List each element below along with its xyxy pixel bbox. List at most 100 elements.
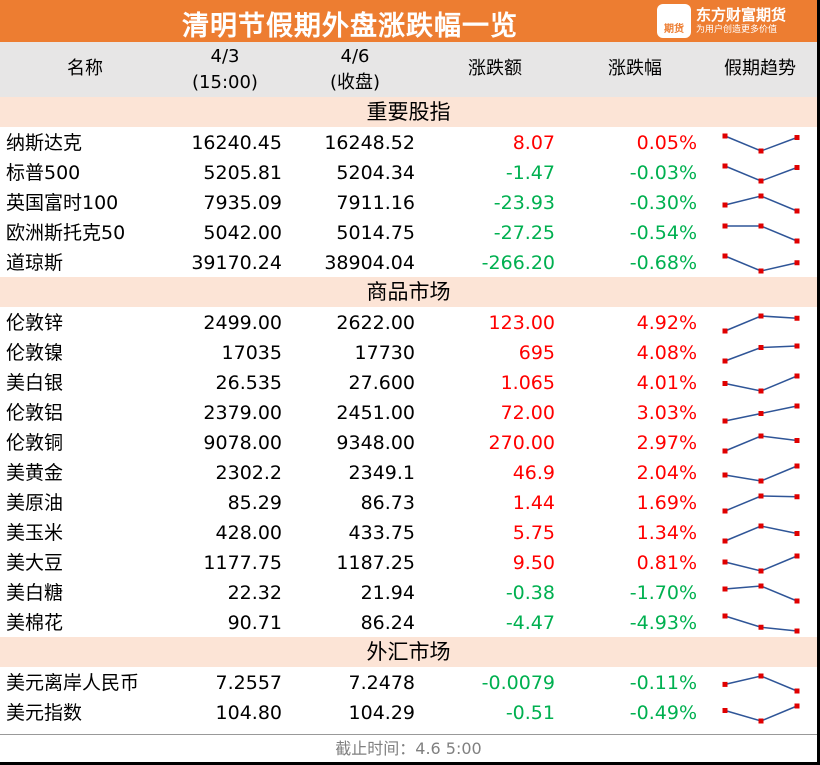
table-row: 美白银 26.535 27.600 1.065 4.01% (0, 368, 817, 398)
trend-sparkline (722, 193, 800, 214)
sparkline-marker (722, 418, 728, 424)
trend-sparkline (722, 403, 800, 424)
change-percent: 3.03% (636, 402, 697, 424)
sparkline-marker (794, 165, 800, 170)
price-0406: 17730 (354, 342, 415, 364)
sparkline-marker (794, 208, 800, 214)
change-amount: 270.00 (488, 432, 555, 454)
sparkline-marker (794, 260, 800, 266)
name: 美玉米 (6, 522, 64, 544)
footer-note: 截止时间：4.6 5:00 (0, 734, 817, 762)
change-amount: 123.00 (488, 312, 555, 334)
change-amount: 46.9 (512, 462, 555, 484)
price-0403: 85.29 (227, 492, 282, 514)
sparkline-marker (758, 388, 764, 394)
table-row: 伦敦铝 2379.00 2451.00 72.00 3.03% (0, 398, 817, 428)
name: 美大豆 (6, 552, 64, 574)
price-0403: 5205.81 (203, 162, 282, 184)
sparkline-marker (758, 624, 764, 630)
table-row: 标普500 5205.81 5204.34 -1.47 -0.03% (0, 158, 817, 188)
table-row: 美棉花 90.71 86.24 -4.47 -4.93% (0, 608, 817, 638)
name: 伦敦铜 (6, 432, 64, 454)
trend-sparkline (722, 343, 800, 364)
name: 纳斯达克 (6, 132, 83, 154)
change-amount: -266.20 (481, 252, 555, 274)
logo-slogan: 为用户创造更多价值 (696, 24, 778, 35)
price-0406: 1187.25 (336, 552, 415, 574)
table-row: 伦敦铜 9078.00 9348.00 270.00 2.97% (0, 428, 817, 458)
sparkline-marker (758, 718, 764, 724)
name: 伦敦镍 (6, 342, 64, 364)
table-header: 名称 4/3 (15:00) 4/6 (收盘) 涨跌额 涨跌幅 假期趋势 (0, 42, 817, 97)
sparkline-marker (794, 238, 800, 244)
sparkline-marker (722, 133, 728, 139)
sparkline-marker (758, 411, 764, 416)
change-amount: 9.50 (512, 552, 555, 574)
price-0403: 428.00 (215, 522, 282, 544)
change-amount: 72.00 (500, 402, 555, 424)
col-d1: 4/3 (210, 46, 240, 67)
sparkline-marker (758, 223, 764, 229)
price-0406: 2622.00 (336, 312, 415, 334)
section-header: 重要股指 (0, 97, 817, 127)
trend-sparkline (722, 463, 800, 484)
table-row: 欧洲斯托克50 5042.00 5014.75 -27.25 -0.54% (0, 218, 817, 248)
col-name: 名称 (67, 58, 103, 79)
change-percent: 2.97% (636, 432, 697, 454)
price-0403: 1177.75 (203, 552, 282, 574)
name: 标普500 (6, 162, 81, 184)
sparkline-marker (794, 628, 800, 634)
name: 英国富时100 (6, 192, 119, 214)
table-row: 美黄金 2302.2 2349.1 46.9 2.04% (0, 458, 817, 488)
title-bar: 清明节假期外盘涨跌幅一览 期货 东方财富期货 为用户创造更多价值 (0, 0, 817, 42)
table-row: 美元离岸人民币 7.2557 7.2478 -0.0079 -0.11% (0, 668, 817, 698)
price-0403: 2302.2 (215, 462, 282, 484)
name: 道琼斯 (6, 252, 64, 274)
sparkline-marker (794, 703, 800, 709)
sparkline-marker (794, 135, 800, 140)
price-0403: 2379.00 (203, 402, 282, 424)
sparkline-marker (794, 403, 800, 409)
trend-sparkline (722, 583, 800, 604)
change-percent: 2.04% (636, 462, 697, 484)
trend-sparkline (722, 253, 800, 274)
col-d2-sub: (收盘) (329, 72, 381, 93)
change-amount: -23.93 (493, 192, 555, 214)
logo-name: 东方财富期货 (696, 5, 787, 24)
change-amount: 1.44 (512, 492, 555, 514)
table-row: 纳斯达克 16240.45 16248.52 8.07 0.05% (0, 128, 817, 158)
change-percent: -4.93% (629, 612, 697, 634)
price-0403: 16240.45 (191, 132, 282, 154)
price-0406: 21.94 (360, 582, 415, 604)
price-0403: 90.71 (227, 612, 282, 634)
price-0403: 2499.00 (203, 312, 282, 334)
sparkline-marker (722, 223, 728, 229)
change-percent: 4.92% (636, 312, 697, 334)
price-0406: 2451.00 (336, 402, 415, 424)
name: 美原油 (6, 492, 64, 514)
change-percent: 1.69% (636, 492, 697, 514)
name: 美白糖 (6, 582, 64, 604)
sparkline-marker (758, 523, 764, 529)
trend-sparkline (722, 433, 800, 454)
table-row: 英国富时100 7935.09 7911.16 -23.93 -0.30% (0, 188, 817, 218)
sparkline-marker (722, 538, 728, 544)
sparkline-marker (794, 553, 800, 559)
sparkline-marker (794, 531, 800, 536)
price-0406: 9348.00 (336, 432, 415, 454)
sparkline-marker (758, 478, 764, 484)
trend-sparkline (722, 673, 800, 694)
sparkline-marker (722, 559, 728, 565)
change-percent: 1.34% (636, 522, 697, 544)
sparkline-marker (794, 463, 800, 469)
page-title: 清明节假期外盘涨跌幅一览 (182, 11, 518, 42)
price-0406: 38904.04 (324, 252, 415, 274)
sparkline-marker (794, 438, 800, 443)
name: 美元指数 (6, 702, 83, 724)
col-trend: 假期趋势 (724, 58, 796, 79)
price-0403: 26.535 (215, 372, 282, 394)
table-row: 美大豆 1177.75 1187.25 9.50 0.81% (0, 548, 817, 578)
change-percent: -0.49% (629, 702, 697, 724)
col-pct: 涨跌幅 (608, 58, 662, 79)
change-amount: -1.47 (505, 162, 555, 184)
